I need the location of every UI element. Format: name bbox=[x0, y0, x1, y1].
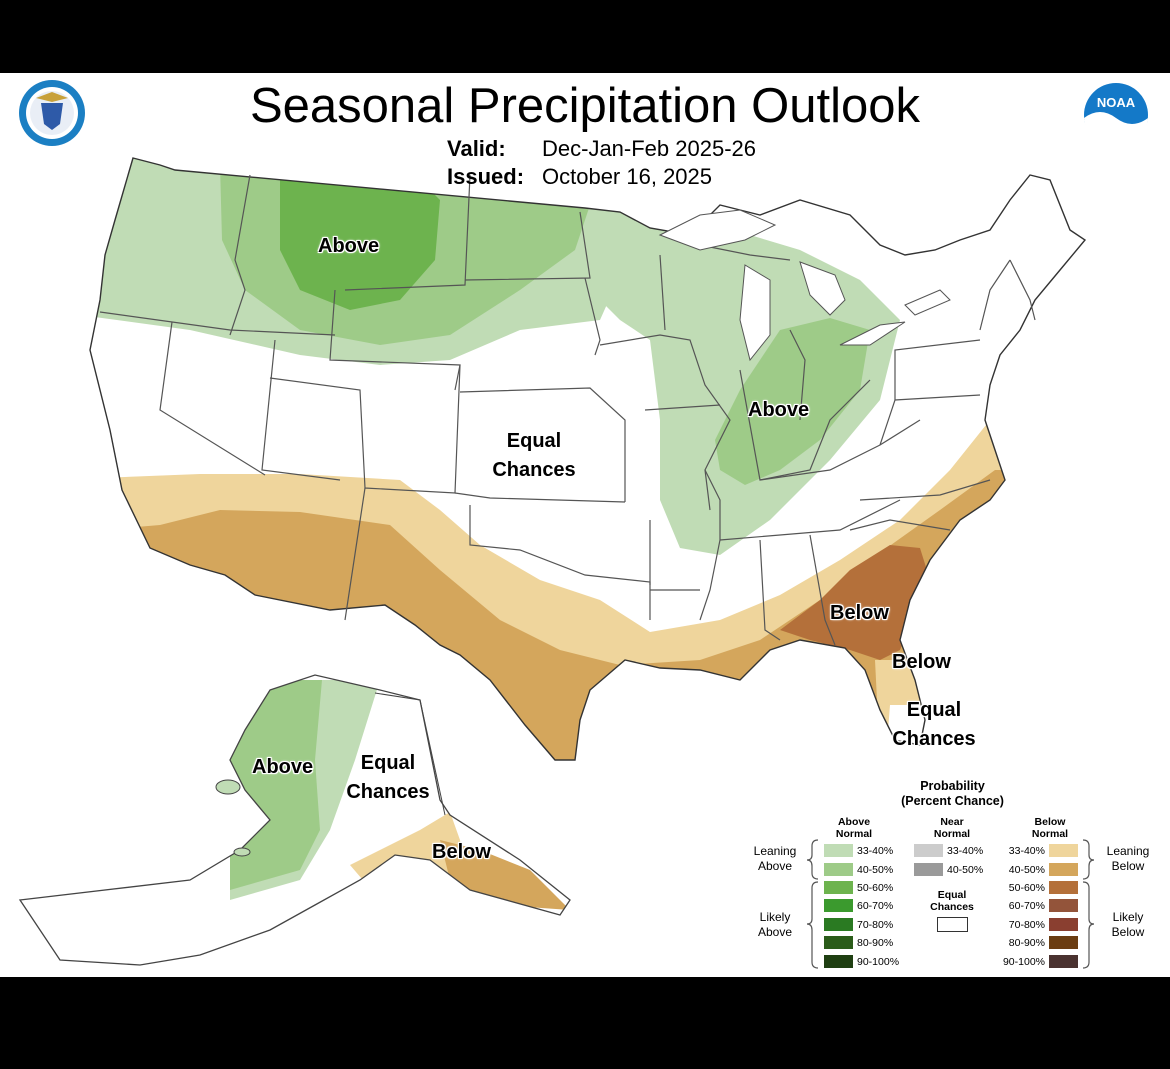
equal-line1: Equal bbox=[937, 889, 967, 901]
legend-above-range-6: 80-90% bbox=[857, 937, 894, 949]
above-header-line2: Normal bbox=[835, 828, 873, 840]
legend-below-range-1: 33-40% bbox=[1008, 845, 1045, 857]
legend-below-swatch-1 bbox=[1049, 844, 1078, 857]
equal-line2: Chances bbox=[930, 901, 974, 913]
legend-above-swatch-3 bbox=[824, 881, 853, 894]
legend-equal-header: Equal Chances bbox=[920, 889, 984, 913]
alaska-equal-line2: Chances bbox=[346, 781, 430, 803]
noaa-logo-text: NOAA bbox=[1097, 95, 1136, 110]
legend-leaning-below: Leaning Below bbox=[1098, 844, 1158, 874]
se-below-50-60 bbox=[780, 545, 930, 660]
legend-likely-above: Likely Above bbox=[747, 910, 803, 940]
legend-below-range-3: 50-60% bbox=[1008, 882, 1045, 894]
issued-label: Issued: bbox=[447, 164, 525, 189]
noaa-logo: NOAA bbox=[1084, 83, 1148, 149]
issued-value: October 16, 2025 bbox=[542, 164, 713, 189]
legend-title-line2: (Percent Chance) bbox=[901, 794, 1004, 808]
legend-below-range-2: 40-50% bbox=[1008, 864, 1045, 876]
legend-above-range-2: 40-50% bbox=[857, 864, 894, 876]
issued-line: Issued: October 16, 2025 bbox=[447, 164, 712, 190]
valid-line: Valid: Dec-Jan-Feb 2025-26 bbox=[447, 136, 756, 162]
legend-below-range-5: 70-80% bbox=[1008, 919, 1045, 931]
legend-title: Probability (Percent Chance) bbox=[880, 779, 1025, 809]
legend-near-swatch-2 bbox=[914, 863, 943, 876]
label-alaska-below: Below bbox=[432, 841, 491, 863]
near-header-line1: Near bbox=[940, 816, 964, 828]
label-northwest-above: Above bbox=[318, 235, 380, 257]
legend-above-swatch-1 bbox=[824, 844, 853, 857]
label-ohio-valley-above: Above bbox=[748, 399, 810, 421]
likely-above-line1: Likely bbox=[759, 910, 791, 924]
legend-below-swatch-5 bbox=[1049, 918, 1078, 931]
central-equal-line2: Chances bbox=[492, 459, 576, 481]
legend-below-swatch-6 bbox=[1049, 936, 1078, 949]
page-title: Seasonal Precipitation Outlook bbox=[249, 79, 921, 133]
legend-likely-below: Likely Below bbox=[1098, 910, 1158, 940]
legend-below-range-6: 80-90% bbox=[1008, 937, 1045, 949]
legend-below-range-4: 60-70% bbox=[1008, 900, 1045, 912]
below-header-line2: Normal bbox=[1031, 828, 1069, 840]
alaska-outline bbox=[18, 674, 571, 966]
legend-below-header: Below Normal bbox=[1018, 816, 1082, 840]
alaska-islands bbox=[215, 779, 251, 857]
legend-below-swatch-4 bbox=[1049, 899, 1078, 912]
legend-near-header: Near Normal bbox=[920, 816, 984, 840]
florida-equal-line1: Equal bbox=[906, 699, 962, 721]
legend-above-range-3: 50-60% bbox=[857, 882, 894, 894]
legend-below-range-7: 90-100% bbox=[1002, 956, 1045, 968]
likely-above-line2: Above bbox=[757, 925, 793, 939]
leaning-below-line2: Below bbox=[1111, 859, 1145, 873]
conus-regions bbox=[90, 158, 1085, 760]
legend-below-swatch-2 bbox=[1049, 863, 1078, 876]
legend-near-range-1: 33-40% bbox=[947, 845, 984, 857]
state-boundaries bbox=[89, 157, 1087, 761]
legend-below-swatch-3 bbox=[1049, 881, 1078, 894]
legend-above-range-1: 33-40% bbox=[857, 845, 894, 857]
legend-below-swatch-7 bbox=[1049, 955, 1078, 968]
legend-above-swatch-5 bbox=[824, 918, 853, 931]
legend-above-swatch-2 bbox=[824, 863, 853, 876]
legend-near-swatch-1 bbox=[914, 844, 943, 857]
ak-below-40-50 bbox=[440, 840, 570, 910]
legend-above-swatch-6 bbox=[824, 936, 853, 949]
legend-leaning-above: Leaning Above bbox=[747, 844, 803, 874]
label-southeast-below-2: Below bbox=[892, 651, 951, 673]
legend-above-range-7: 90-100% bbox=[857, 956, 900, 968]
near-header-line2: Normal bbox=[933, 828, 971, 840]
valid-label: Valid: bbox=[447, 136, 506, 161]
leaning-below-line1: Leaning bbox=[1106, 844, 1150, 858]
legend-above-header: Above Normal bbox=[822, 816, 886, 840]
legend-equal-swatch bbox=[937, 917, 968, 932]
label-florida-equal-chances: Equal Chances bbox=[886, 696, 982, 754]
alaska-equal-line1: Equal bbox=[360, 752, 416, 774]
likely-below-line2: Below bbox=[1111, 925, 1145, 939]
leaning-above-line1: Leaning bbox=[753, 844, 797, 858]
nw-above-50-60 bbox=[280, 170, 440, 310]
valid-value: Dec-Jan-Feb 2025-26 bbox=[542, 136, 757, 161]
label-southeast-below-1: Below bbox=[830, 602, 889, 624]
legend-near-range-2: 40-50% bbox=[947, 864, 984, 876]
legend-above-swatch-7 bbox=[824, 955, 853, 968]
florida-equal-line2: Chances bbox=[892, 728, 976, 750]
above-header-line1: Above bbox=[837, 816, 871, 828]
legend-title-line1: Probability bbox=[920, 779, 985, 793]
likely-below-line1: Likely bbox=[1112, 910, 1144, 924]
legend-above-range-5: 70-80% bbox=[857, 919, 894, 931]
leaning-above-line2: Above bbox=[757, 859, 793, 873]
below-header-line1: Below bbox=[1034, 816, 1066, 828]
legend-above-swatch-4 bbox=[824, 899, 853, 912]
commerce-seal-logo bbox=[19, 80, 85, 146]
label-alaska-above: Above bbox=[252, 756, 314, 778]
legend-above-range-4: 60-70% bbox=[857, 900, 894, 912]
label-alaska-equal-chances: Equal Chances bbox=[340, 749, 436, 807]
central-equal-line1: Equal bbox=[506, 430, 562, 452]
great-lakes bbox=[658, 209, 951, 362]
label-central-equal-chances: Equal Chances bbox=[486, 427, 582, 485]
